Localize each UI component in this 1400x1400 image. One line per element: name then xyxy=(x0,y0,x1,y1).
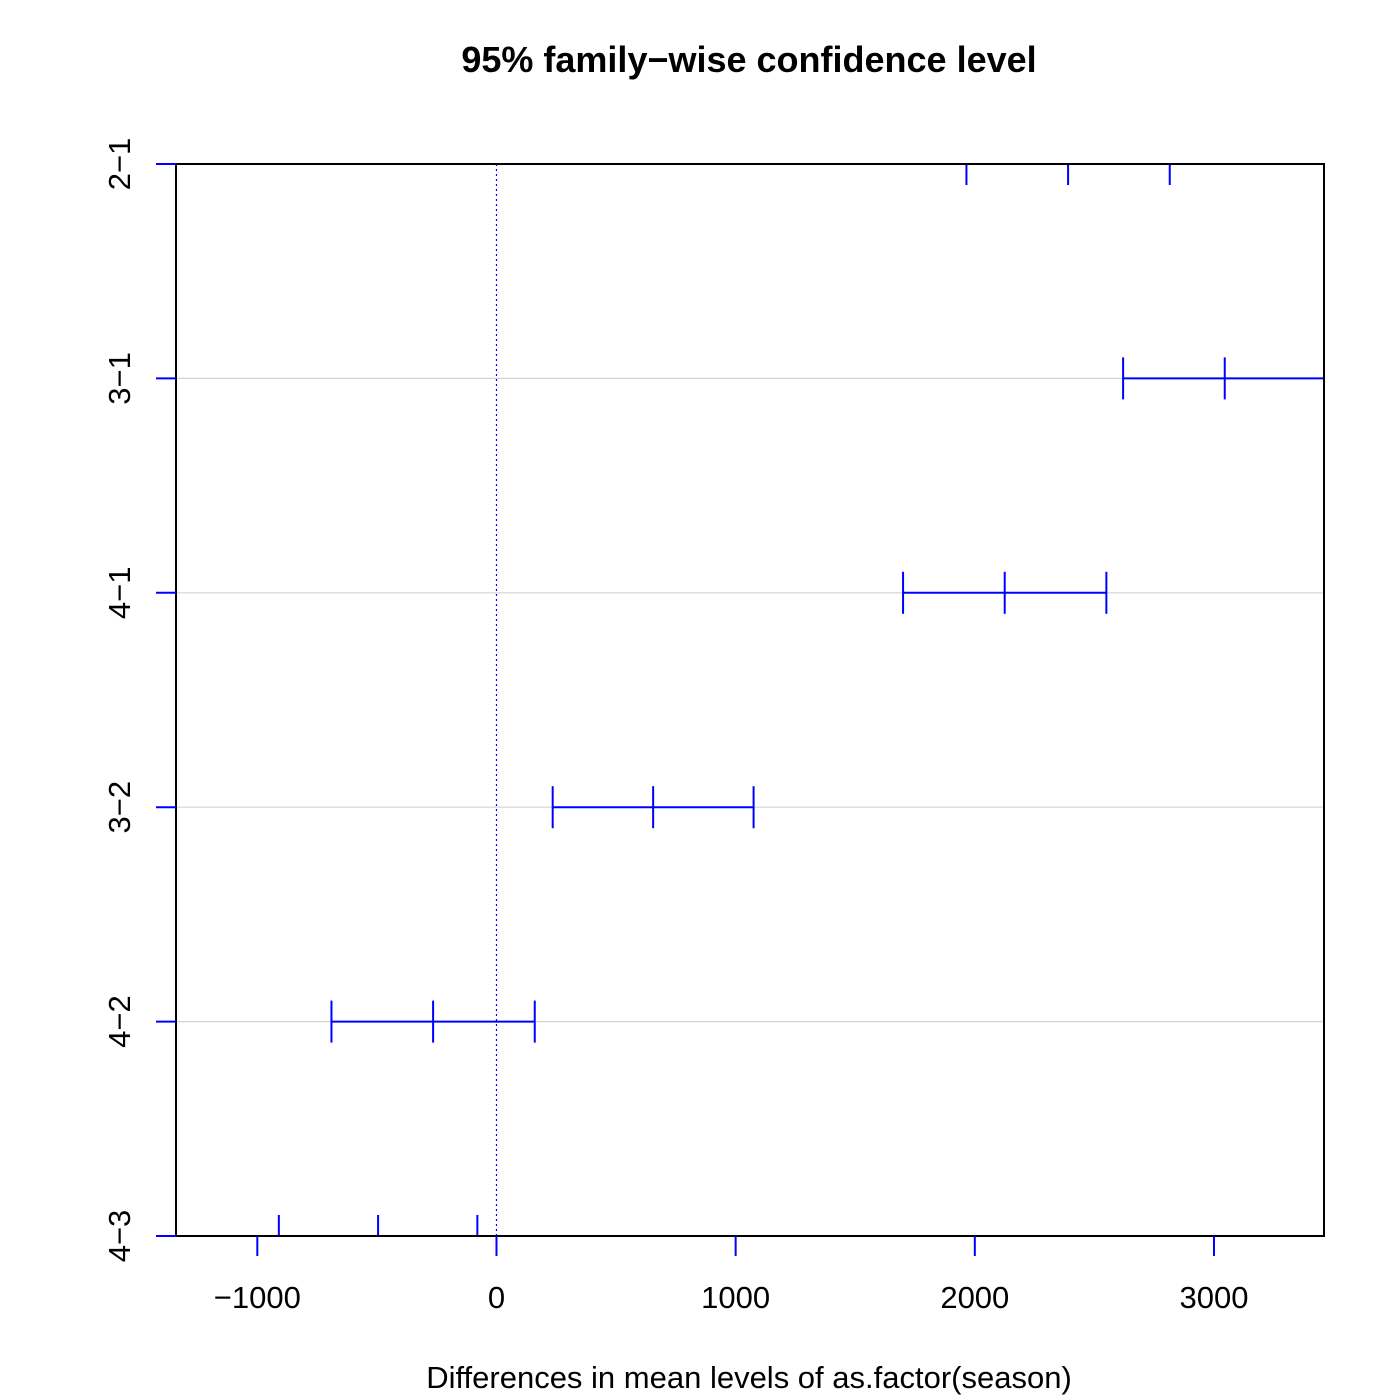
x-tick-label: 0 xyxy=(488,1280,505,1315)
interval-2−1 xyxy=(965,164,1171,185)
axes: −1000 0 1000 2000 3000 2−1 3−1 4−1 3−2 4−2 4−3 xyxy=(102,138,1325,1315)
x-axis-title: Differences in mean levels of as.factor(… xyxy=(426,1360,1072,1395)
interval-group xyxy=(277,164,1324,1236)
plot-frame xyxy=(175,163,1325,1237)
y-tick-label: 4−2 xyxy=(102,995,137,1048)
chart-title: 95% family−wise confidence level xyxy=(461,39,1036,80)
x-tick-label: 3000 xyxy=(1179,1280,1248,1315)
interval-4−3 xyxy=(277,1215,479,1236)
interval-3−2 xyxy=(551,786,755,829)
y-tick-label: 4−3 xyxy=(102,1210,137,1263)
interval-4−1 xyxy=(902,571,1108,614)
y-tick-label: 3−1 xyxy=(102,352,137,405)
grid-lines xyxy=(176,163,1324,1237)
x-tick-label: 1000 xyxy=(701,1280,770,1315)
interval-4−2 xyxy=(330,1000,536,1043)
x-tick-label: 2000 xyxy=(940,1280,1009,1315)
x-tick-label: −1000 xyxy=(214,1280,301,1315)
confidence-intervals xyxy=(277,164,1324,1236)
y-tick-label: 4−1 xyxy=(102,567,137,620)
y-tick-label: 2−1 xyxy=(102,138,137,191)
interval-3−1 xyxy=(1122,357,1324,400)
y-tick-label: 3−2 xyxy=(102,781,137,834)
